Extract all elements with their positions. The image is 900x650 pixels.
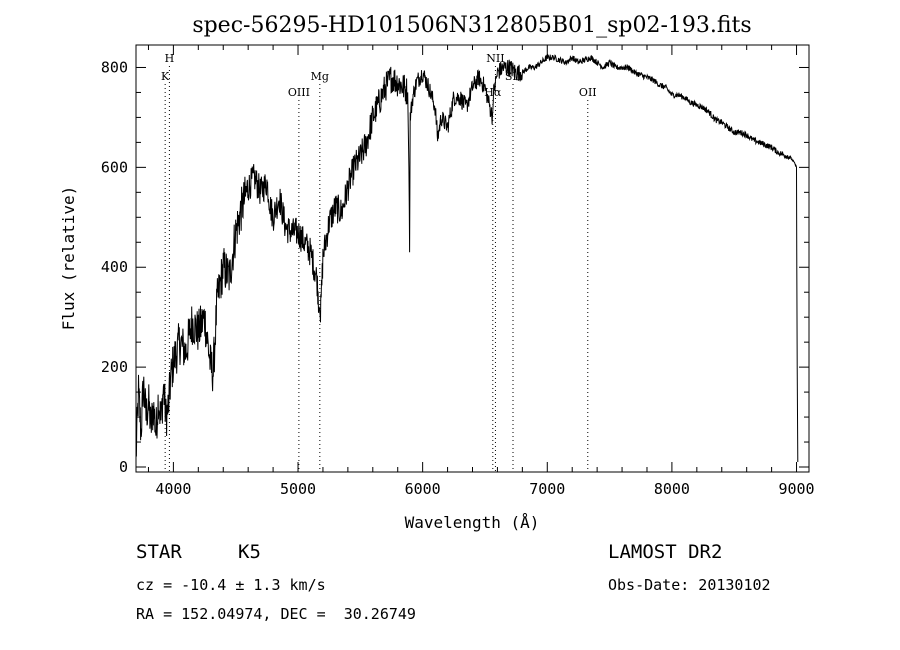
plot-axes: 4000 5000 6000 7000 8000 9000 0 200 400 600 800 [101, 44, 815, 498]
line-marker-label: OII [579, 86, 597, 99]
y-axis-label: Flux (relative) [59, 186, 78, 331]
x-axis-label: Wavelength (Å) [405, 513, 540, 532]
line-marker-label: K [161, 70, 170, 83]
y-tick-label: 600 [101, 158, 128, 176]
survey-name: LAMOST DR2 [608, 541, 723, 563]
line-marker-label: Mg [311, 70, 329, 83]
line-marker-label: NII [486, 52, 504, 65]
y-tick-label: 200 [101, 358, 128, 376]
x-tick-label: 7000 [529, 480, 565, 498]
x-tick-label: 5000 [280, 480, 316, 498]
coordinates: RA = 152.04974, DEC = 30.26749 [136, 605, 416, 623]
chart-title: spec-56295-HD101506N312805B01_sp02-193.f… [192, 13, 751, 38]
object-type: STAR [136, 541, 182, 563]
cz-value: cz = -10.4 ± 1.3 km/s [136, 576, 326, 594]
x-tick-label: 4000 [155, 480, 191, 498]
x-tick-label: 6000 [405, 480, 441, 498]
spectrum-line [135, 53, 799, 463]
x-tick-label: 8000 [654, 480, 690, 498]
line-marker-label: OIII [288, 86, 310, 99]
obs-date: Obs-Date: 20130102 [608, 576, 771, 594]
x-tick-label: 9000 [778, 480, 814, 498]
object-subclass: K5 [238, 541, 261, 563]
line-marker-label: H [165, 52, 175, 65]
plot-frame [135, 44, 810, 473]
y-tick-label: 0 [119, 458, 128, 476]
y-tick-label: 400 [101, 258, 128, 276]
y-tick-label: 800 [101, 58, 128, 76]
